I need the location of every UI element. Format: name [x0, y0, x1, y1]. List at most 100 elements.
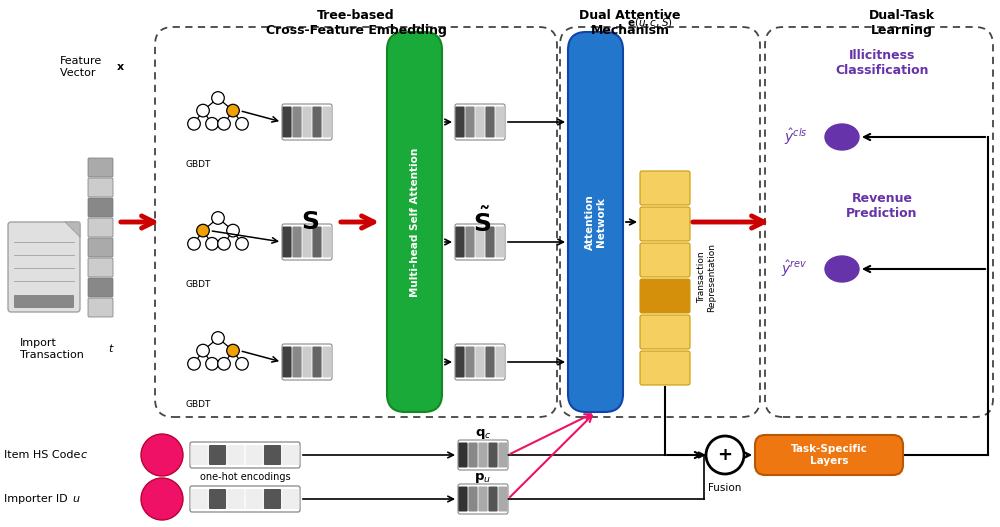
- FancyBboxPatch shape: [495, 227, 505, 258]
- FancyBboxPatch shape: [88, 258, 113, 277]
- FancyBboxPatch shape: [292, 227, 302, 258]
- FancyBboxPatch shape: [312, 106, 322, 138]
- Text: $\hat{y}^{cls}$: $\hat{y}^{cls}$: [784, 126, 808, 148]
- Circle shape: [236, 238, 248, 250]
- FancyBboxPatch shape: [387, 32, 442, 412]
- FancyBboxPatch shape: [227, 489, 244, 509]
- Text: $\hat{y}^{rev}$: $\hat{y}^{rev}$: [781, 259, 808, 279]
- Circle shape: [206, 238, 218, 250]
- FancyBboxPatch shape: [282, 106, 292, 138]
- FancyBboxPatch shape: [458, 440, 508, 470]
- Text: GBDT: GBDT: [185, 160, 211, 169]
- FancyBboxPatch shape: [488, 443, 498, 467]
- Text: $\tilde{\mathbf{S}}$: $\tilde{\mathbf{S}}$: [473, 208, 491, 237]
- Text: one-hot encodings: one-hot encodings: [200, 472, 290, 482]
- Circle shape: [212, 212, 224, 225]
- Text: Task-Specific
Layers: Task-Specific Layers: [791, 444, 867, 466]
- FancyBboxPatch shape: [322, 227, 332, 258]
- FancyBboxPatch shape: [488, 486, 498, 512]
- Text: u: u: [72, 494, 79, 504]
- Text: $\mathbf{q}_c$: $\mathbf{q}_c$: [475, 427, 491, 441]
- Text: Tree-based
Cross-Feature Embedding: Tree-based Cross-Feature Embedding: [266, 9, 446, 37]
- Circle shape: [218, 238, 230, 250]
- FancyBboxPatch shape: [88, 238, 113, 257]
- FancyBboxPatch shape: [455, 344, 505, 380]
- Circle shape: [206, 118, 218, 130]
- FancyBboxPatch shape: [455, 346, 465, 377]
- FancyBboxPatch shape: [282, 346, 292, 377]
- FancyBboxPatch shape: [485, 227, 495, 258]
- FancyBboxPatch shape: [498, 486, 508, 512]
- Text: Dual Attentive
Mechanism: Dual Attentive Mechanism: [579, 9, 681, 37]
- FancyBboxPatch shape: [475, 106, 485, 138]
- FancyBboxPatch shape: [475, 346, 485, 377]
- FancyBboxPatch shape: [475, 227, 485, 258]
- Ellipse shape: [825, 124, 859, 150]
- FancyBboxPatch shape: [246, 445, 263, 465]
- Text: Dual-Task
Learning: Dual-Task Learning: [869, 9, 935, 37]
- Text: Revenue
Prediction: Revenue Prediction: [846, 192, 918, 220]
- FancyBboxPatch shape: [14, 295, 74, 308]
- FancyBboxPatch shape: [209, 445, 226, 465]
- FancyBboxPatch shape: [640, 207, 690, 241]
- FancyBboxPatch shape: [322, 106, 332, 138]
- Text: Transaction
Representation: Transaction Representation: [697, 242, 716, 311]
- FancyBboxPatch shape: [264, 445, 281, 465]
- Text: $\mathbf{p}_u$: $\mathbf{p}_u$: [474, 471, 492, 485]
- FancyBboxPatch shape: [640, 243, 690, 277]
- Text: Importer ID: Importer ID: [4, 494, 71, 504]
- FancyBboxPatch shape: [455, 224, 505, 260]
- FancyBboxPatch shape: [455, 106, 465, 138]
- FancyBboxPatch shape: [478, 443, 488, 467]
- FancyBboxPatch shape: [640, 279, 690, 313]
- FancyBboxPatch shape: [485, 346, 495, 377]
- Text: t: t: [108, 344, 112, 354]
- FancyBboxPatch shape: [458, 443, 468, 467]
- FancyBboxPatch shape: [88, 178, 113, 197]
- Text: GBDT: GBDT: [185, 400, 211, 409]
- FancyBboxPatch shape: [282, 227, 292, 258]
- FancyBboxPatch shape: [640, 315, 690, 349]
- Text: x: x: [117, 62, 124, 72]
- FancyBboxPatch shape: [498, 443, 508, 467]
- FancyBboxPatch shape: [322, 346, 332, 377]
- Text: Multi-head Self Attention: Multi-head Self Attention: [410, 148, 420, 297]
- FancyBboxPatch shape: [209, 489, 226, 509]
- FancyBboxPatch shape: [282, 489, 299, 509]
- FancyBboxPatch shape: [495, 346, 505, 377]
- FancyBboxPatch shape: [292, 106, 302, 138]
- Text: Item HS Code: Item HS Code: [4, 450, 84, 460]
- FancyBboxPatch shape: [465, 346, 475, 377]
- FancyBboxPatch shape: [227, 445, 244, 465]
- Circle shape: [236, 357, 248, 370]
- FancyBboxPatch shape: [302, 346, 312, 377]
- FancyBboxPatch shape: [282, 445, 299, 465]
- FancyBboxPatch shape: [88, 298, 113, 317]
- Text: +: +: [718, 446, 732, 464]
- FancyBboxPatch shape: [264, 489, 281, 509]
- FancyBboxPatch shape: [755, 435, 903, 475]
- FancyBboxPatch shape: [191, 489, 208, 509]
- Circle shape: [236, 118, 248, 130]
- Circle shape: [227, 104, 239, 117]
- FancyBboxPatch shape: [495, 106, 505, 138]
- Circle shape: [188, 238, 200, 250]
- Circle shape: [206, 357, 218, 370]
- FancyBboxPatch shape: [465, 106, 475, 138]
- FancyBboxPatch shape: [246, 489, 263, 509]
- FancyBboxPatch shape: [485, 106, 495, 138]
- FancyBboxPatch shape: [640, 171, 690, 205]
- Text: Import
Transaction: Import Transaction: [20, 338, 87, 360]
- Circle shape: [227, 225, 239, 237]
- Circle shape: [218, 357, 230, 370]
- Circle shape: [706, 436, 744, 474]
- Circle shape: [141, 478, 183, 520]
- FancyBboxPatch shape: [458, 484, 508, 514]
- Text: $\mathbf{e}(u,c,\tilde{S})$: $\mathbf{e}(u,c,\tilde{S})$: [627, 14, 673, 30]
- Circle shape: [218, 118, 230, 130]
- FancyBboxPatch shape: [568, 32, 623, 412]
- FancyBboxPatch shape: [191, 445, 208, 465]
- FancyBboxPatch shape: [312, 227, 322, 258]
- FancyBboxPatch shape: [302, 227, 312, 258]
- Text: Feature
Vector: Feature Vector: [60, 56, 102, 78]
